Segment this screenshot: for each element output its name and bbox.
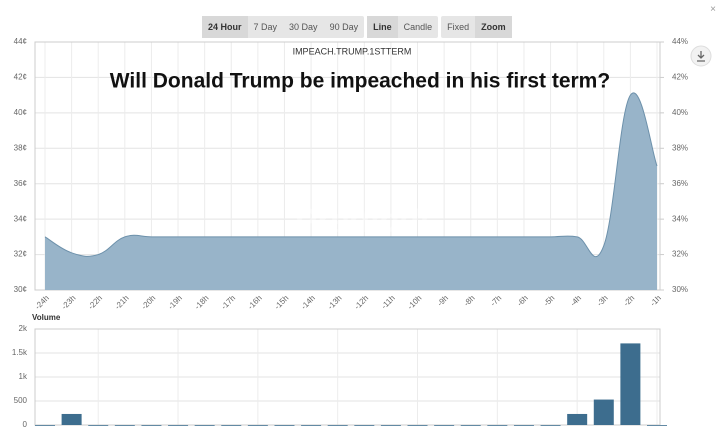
y-tick-label: 30¢ xyxy=(14,285,27,294)
style-group: Line Candle xyxy=(367,16,439,38)
y2-tick-label: 32% xyxy=(672,250,688,259)
y2-tick-label: 34% xyxy=(672,214,688,223)
volume-bar xyxy=(434,425,455,426)
volume-bar xyxy=(301,425,322,426)
download-icon xyxy=(697,51,705,62)
volume-bar xyxy=(114,425,135,426)
volume-bar xyxy=(540,425,561,426)
x-tick-label: -20h xyxy=(140,294,158,312)
y-tick-label: 36¢ xyxy=(14,179,27,188)
volume-bar xyxy=(35,425,55,426)
volume-bar xyxy=(88,425,109,426)
volume-bar xyxy=(168,425,189,426)
volume-bar xyxy=(567,413,588,425)
x-tick-label: -8h xyxy=(462,294,477,309)
range-button[interactable]: 7 Day xyxy=(253,22,278,32)
volume-bar xyxy=(194,425,215,426)
y-tick-label: 42¢ xyxy=(14,73,27,82)
volume-bar xyxy=(620,343,641,425)
scale-button[interactable]: Fixed xyxy=(447,22,470,32)
chart-title: Will Donald Trump be impeached in his fi… xyxy=(110,70,610,93)
x-tick-label: -1h xyxy=(648,294,663,309)
y2-tick-label: 30% xyxy=(672,285,688,294)
volume-bar xyxy=(513,425,534,426)
range-button[interactable]: 24 Hour xyxy=(202,16,248,38)
price-area xyxy=(45,92,657,290)
range-group: 24 Hour 7 Day 30 Day 90 Day xyxy=(202,16,365,38)
x-tick-label: -21h xyxy=(113,294,131,312)
x-tick-label: -4h xyxy=(569,294,584,309)
y2-tick-label: 36% xyxy=(672,179,688,188)
x-tick-label: -15h xyxy=(273,294,291,312)
y2-tick-label: 42% xyxy=(672,73,688,82)
download-button[interactable] xyxy=(690,45,712,67)
volume-title: Volume xyxy=(32,313,61,322)
volume-bar xyxy=(647,425,667,426)
volume-chart: Volume 0 500 1k 1.5k 2k xyxy=(12,313,667,428)
style-button[interactable]: Line xyxy=(367,16,398,38)
x-tick-label: -5h xyxy=(542,294,557,309)
y-tick-label: 40¢ xyxy=(14,108,27,117)
x-tick-label: -6h xyxy=(515,294,530,309)
y-tick-label: 2k xyxy=(19,324,28,333)
volume-bar xyxy=(407,425,428,426)
x-tick-label: -12h xyxy=(353,294,371,312)
volume-bar xyxy=(274,425,295,426)
x-tick-label: -13h xyxy=(326,294,344,312)
x-tick-label: -2h xyxy=(622,294,637,309)
y-tick-label: 34¢ xyxy=(14,214,27,223)
y-tick-label: 1k xyxy=(19,372,28,381)
price-chart: 30¢ 32¢ 34¢ 36¢ 38¢ 40¢ 42¢ 44¢ 30% 32% 34% 36% 38% 4… xyxy=(14,37,688,311)
x-tick-label: -14h xyxy=(299,294,317,312)
chart-subtitle: IMPEACH.TRUMP.1STTERM xyxy=(293,46,412,56)
volume-bar xyxy=(354,425,375,426)
x-tick-label: -10h xyxy=(406,294,424,312)
close-button[interactable]: × xyxy=(710,4,716,15)
volume-bar xyxy=(327,425,348,426)
y-tick-label: 38¢ xyxy=(14,143,27,152)
volume-bar xyxy=(61,413,82,425)
range-button[interactable]: 30 Day xyxy=(289,22,318,32)
x-tick-label: -3h xyxy=(595,294,610,309)
watermark: PredictIt xyxy=(294,202,432,240)
volume-bar xyxy=(247,425,268,426)
x-tick-label: -24h xyxy=(33,294,51,312)
x-tick-label: -7h xyxy=(489,294,504,309)
style-button[interactable]: Candle xyxy=(403,22,433,32)
toolbar: 24 Hour 7 Day 30 Day 90 Day Line Candle … xyxy=(202,16,512,38)
y-tick-label: 32¢ xyxy=(14,250,27,259)
x-tick-label: -16h xyxy=(246,294,264,312)
range-button[interactable]: 90 Day xyxy=(329,22,359,32)
y2-tick-label: 40% xyxy=(672,108,688,117)
x-tick-label: -11h xyxy=(380,294,397,311)
x-tick-label: -19h xyxy=(166,294,184,312)
x-tick-label: -17h xyxy=(219,294,237,312)
x-tick-label: -9h xyxy=(435,294,450,309)
volume-bar xyxy=(141,425,162,426)
volume-bar xyxy=(221,425,242,426)
y-tick-label: 0 xyxy=(23,420,28,428)
y-tick-label: 44¢ xyxy=(14,37,27,46)
x-tick-label: -23h xyxy=(60,294,78,312)
volume-bar xyxy=(380,425,401,426)
y2-tick-label: 44% xyxy=(672,37,688,46)
scale-group: Fixed Zoom xyxy=(441,16,512,38)
volume-bar xyxy=(460,425,481,426)
y-tick-label: 1.5k xyxy=(12,348,28,357)
scale-button[interactable]: Zoom xyxy=(475,16,512,38)
x-tick-label: -22h xyxy=(86,294,104,312)
y2-tick-label: 38% xyxy=(672,143,688,152)
volume-bar xyxy=(593,399,614,425)
x-tick-label: -18h xyxy=(193,294,211,312)
volume-bar xyxy=(487,425,508,426)
y-tick-label: 500 xyxy=(14,396,28,405)
price-line xyxy=(44,92,658,257)
